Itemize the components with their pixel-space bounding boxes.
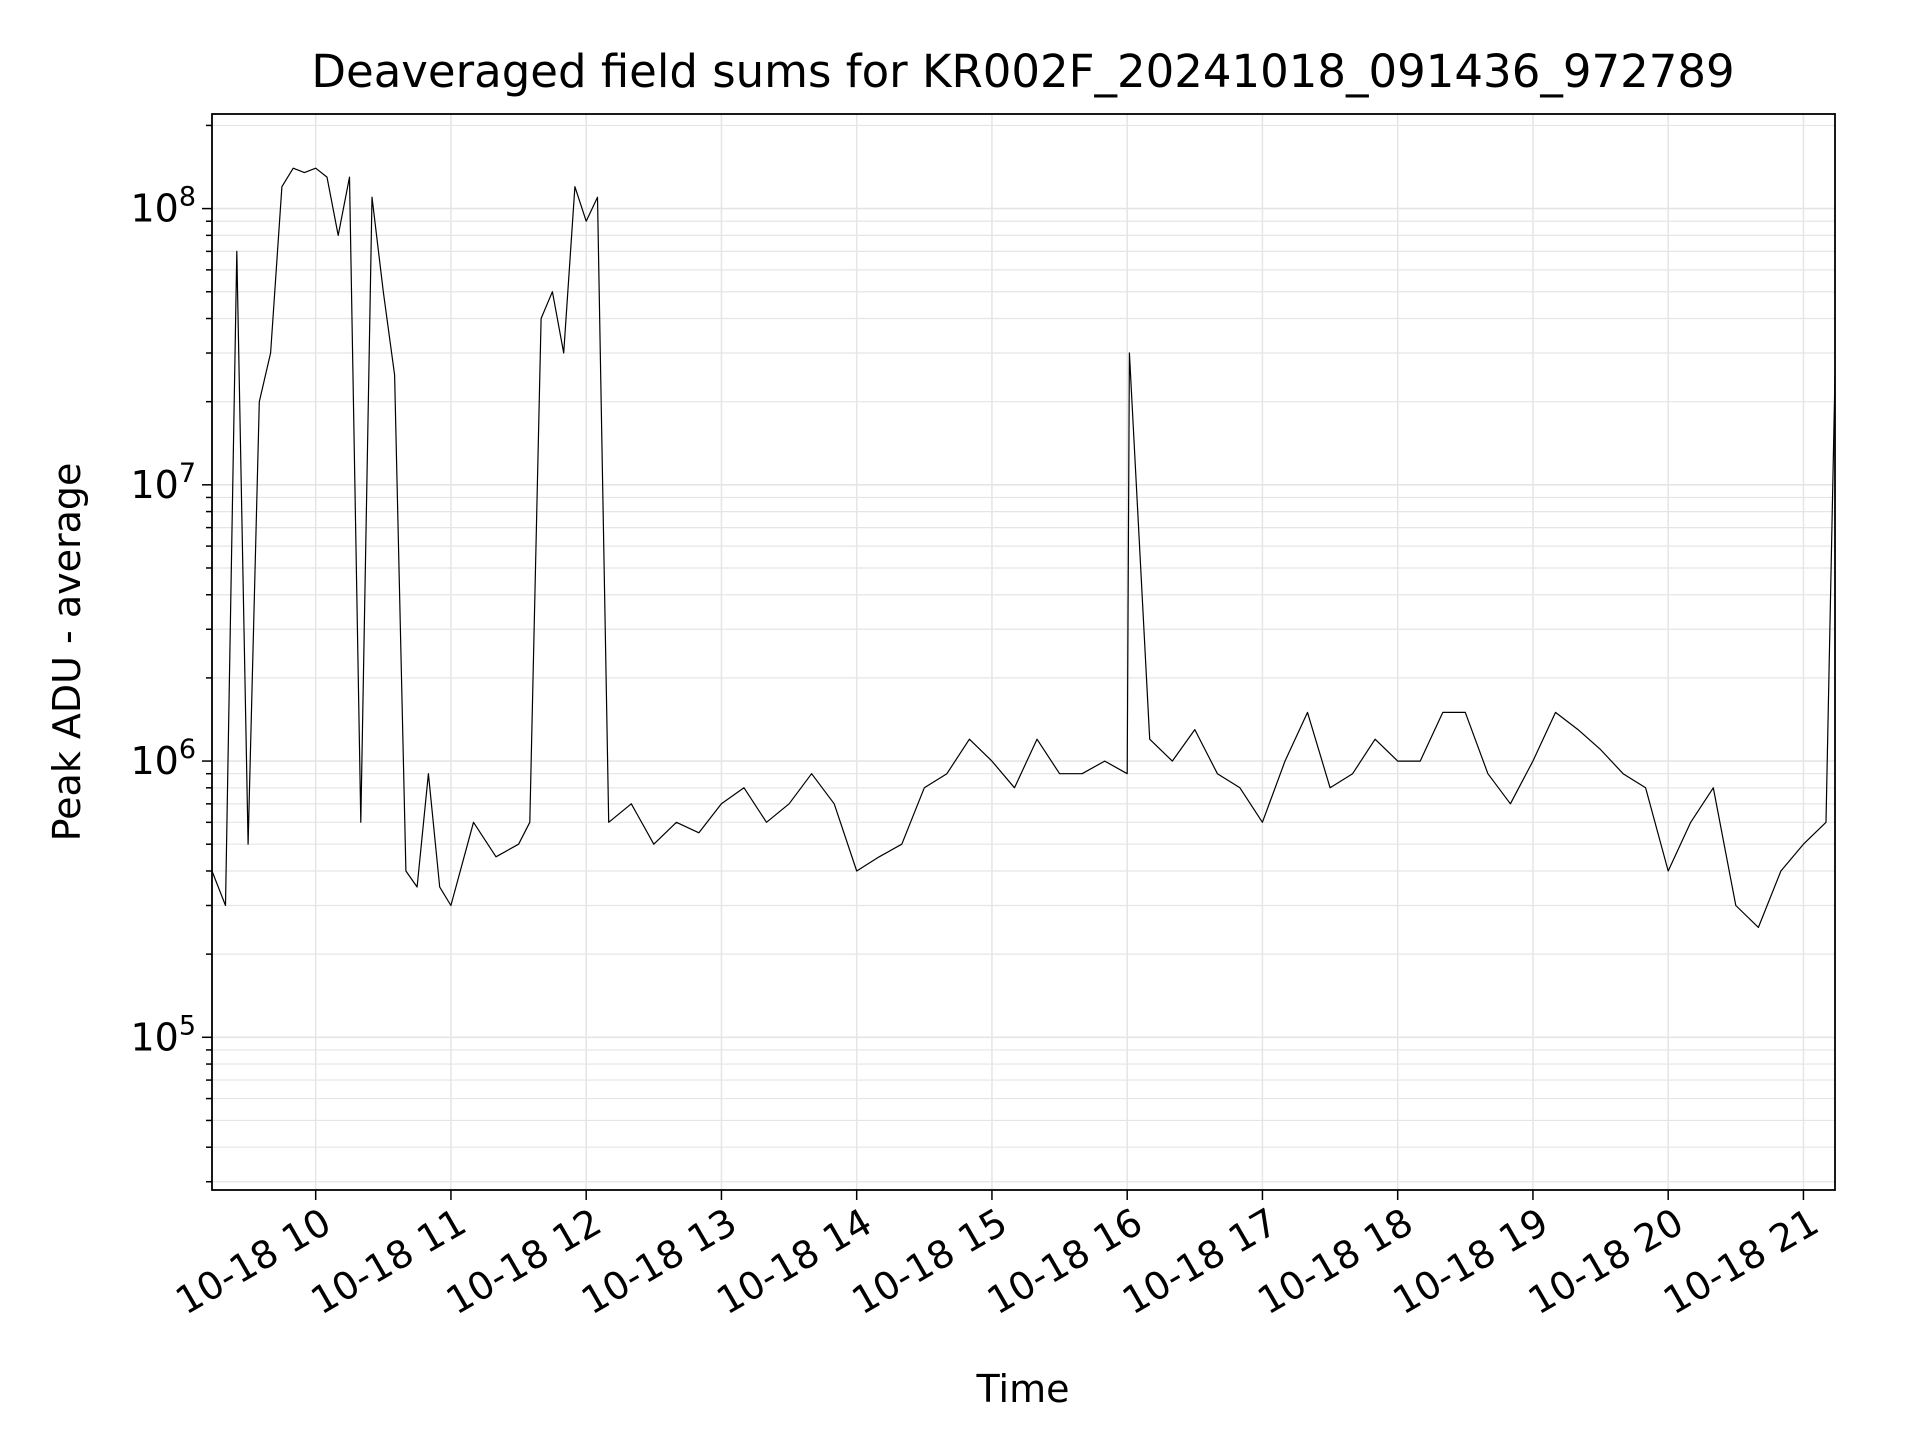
y-axis-label: Peak ADU - average — [45, 463, 89, 842]
grid-layer — [212, 114, 1835, 1190]
y-tick-label: 108 — [130, 182, 196, 231]
y-tick-label: 105 — [130, 1010, 196, 1059]
y-tick-label: 106 — [130, 734, 196, 783]
x-axis-label: Time — [976, 1367, 1070, 1411]
chart-title: Deaveraged field sums for KR002F_2024101… — [311, 45, 1734, 98]
series-line-layer — [211, 167, 1836, 929]
y-tick-label: 107 — [130, 458, 196, 507]
series-line — [211, 167, 1836, 929]
plot-frame — [211, 113, 1836, 1191]
